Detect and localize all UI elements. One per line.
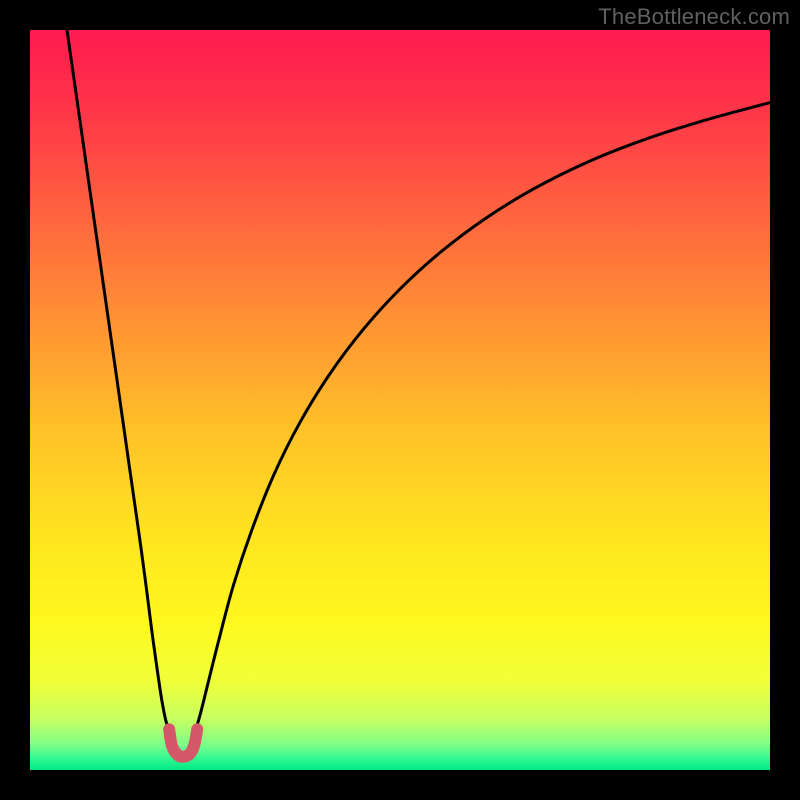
figure-container: TheBottleneck.com xyxy=(0,0,800,800)
bottleneck-chart xyxy=(0,0,800,800)
watermark-text: TheBottleneck.com xyxy=(598,4,790,30)
